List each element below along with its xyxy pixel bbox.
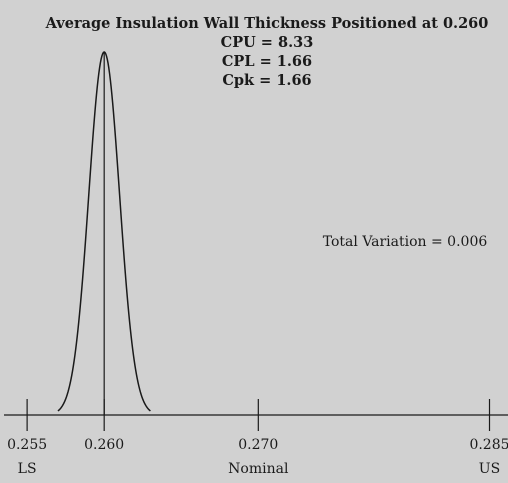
x-axis-ticks: 0.255 LS 0.260 0.270 Nominal 0.285 US: [7, 399, 508, 477]
x-tick-label: 0.285: [469, 437, 508, 453]
cpk-stat: Cpk = 1.66: [222, 72, 311, 89]
total-variation-annotation: Total Variation = 0.006: [323, 234, 488, 250]
x-tick-label: 0.270: [238, 437, 278, 453]
distribution-curve: [57, 51, 151, 412]
x-tick-sublabel: LS: [18, 461, 37, 477]
x-tick-sublabel: US: [479, 461, 500, 477]
cpl-stat: CPL = 1.66: [222, 53, 312, 70]
x-tick-label: 0.260: [84, 437, 124, 453]
x-tick-label: 0.255: [7, 437, 47, 453]
chart-title: Average Insulation Wall Thickness Positi…: [45, 15, 489, 32]
x-tick-sublabel: Nominal: [228, 461, 289, 477]
cpu-stat: CPU = 8.33: [221, 34, 314, 51]
